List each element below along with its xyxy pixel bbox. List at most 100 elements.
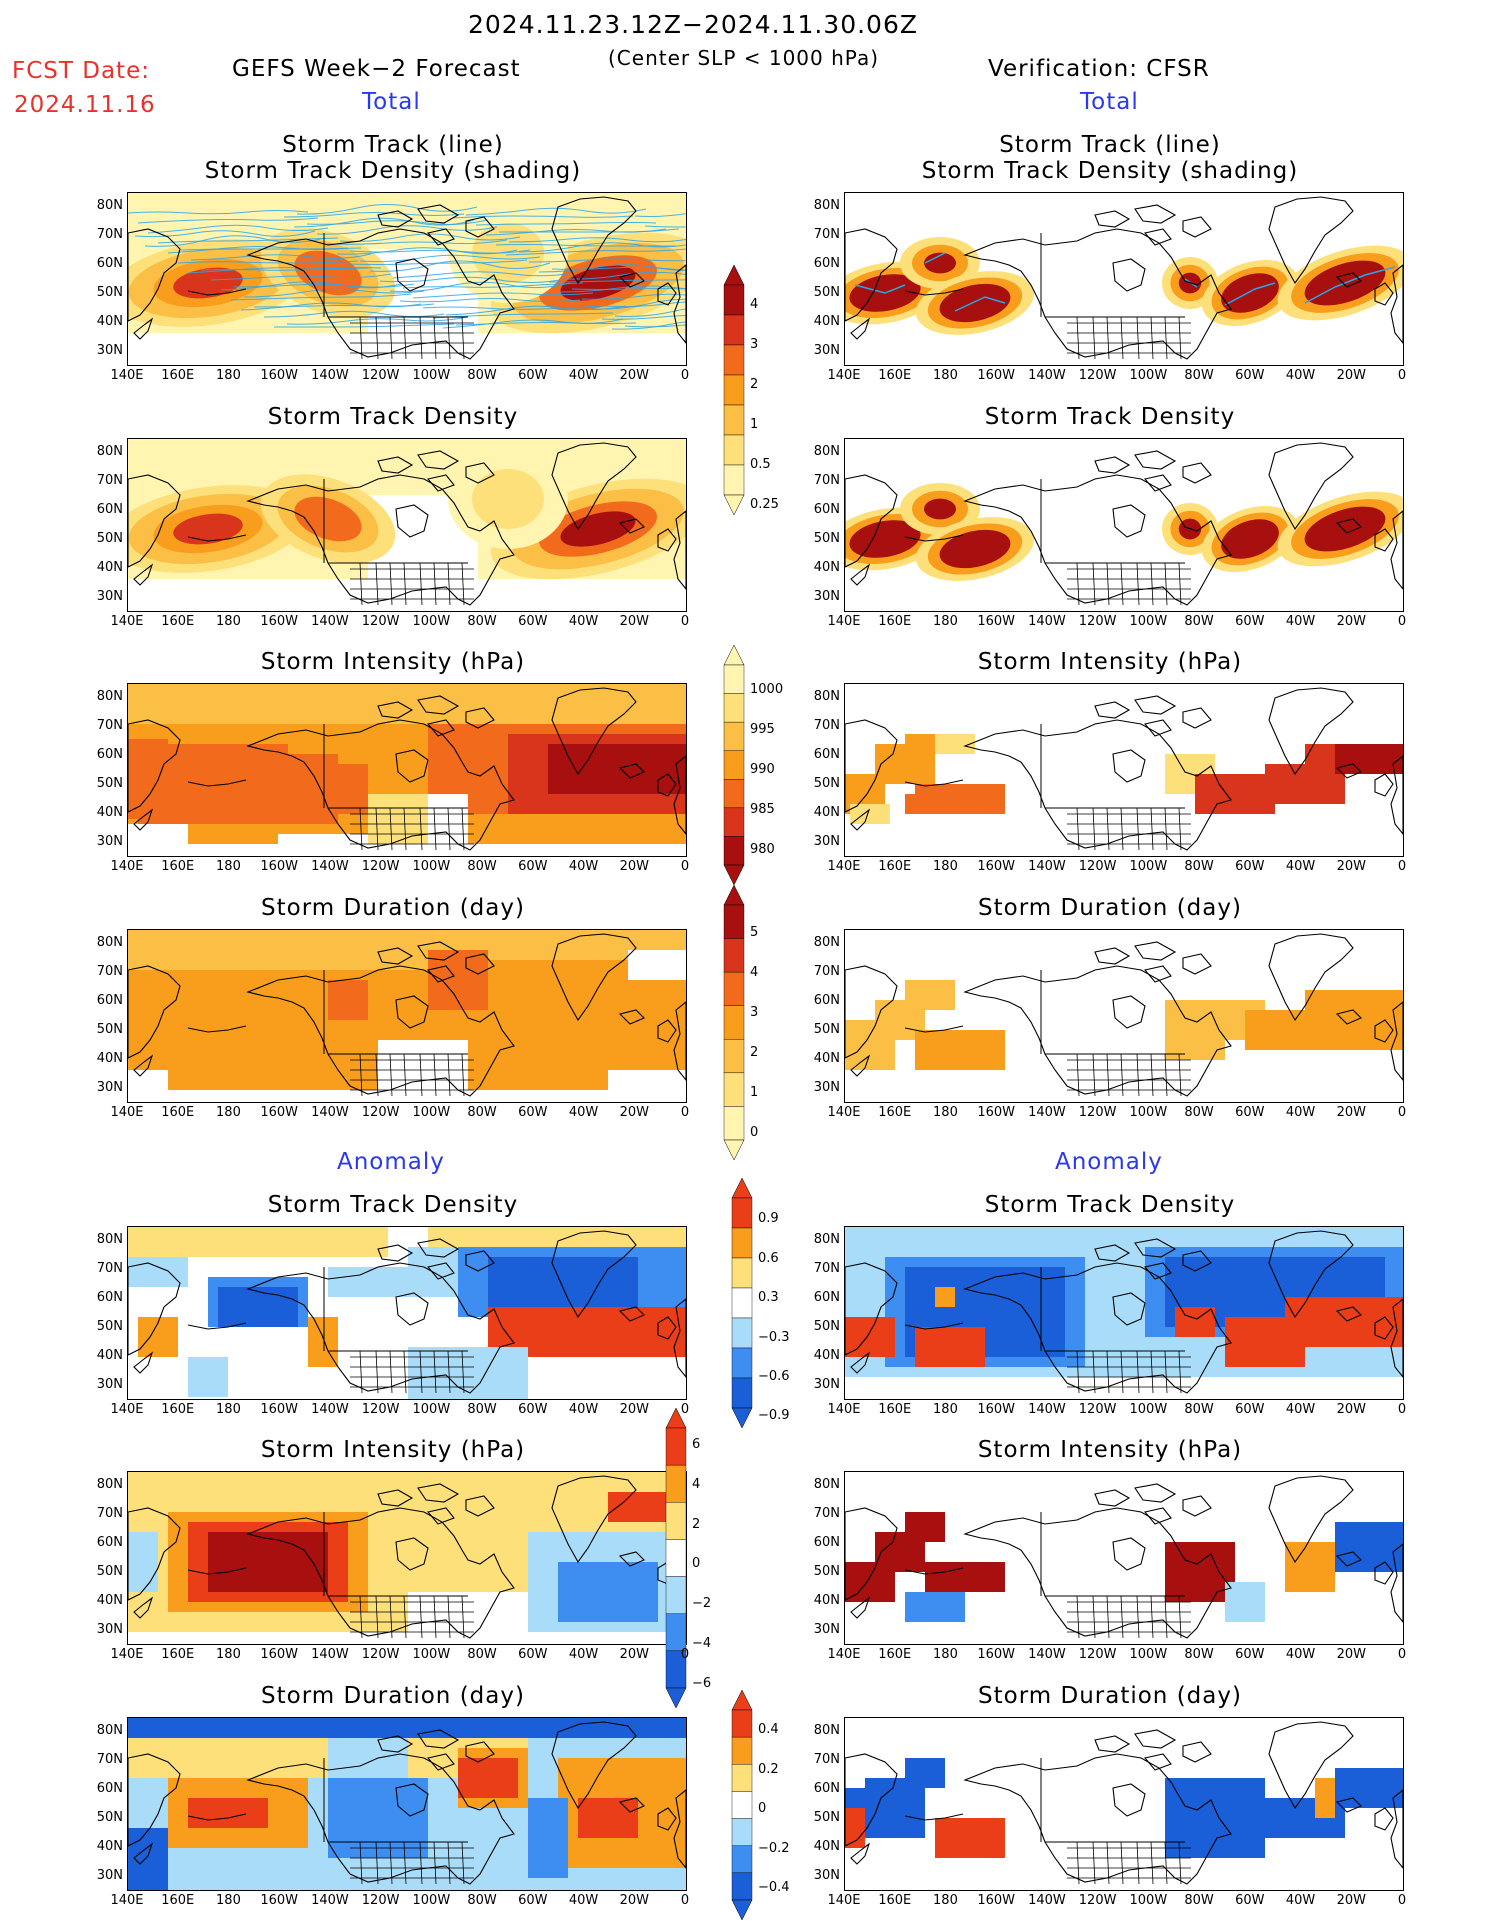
lon-tick-label: 120W [1078,1105,1117,1120]
lon-tick-label: 140W [1028,1402,1066,1417]
map-panel-verification-duration-anomaly [844,1717,1404,1891]
lat-tick-label: 70N [96,227,123,242]
lon-tick-label: 120W [361,1402,400,1417]
lon-tick-label: 80W [1184,614,1214,629]
coastline [128,1721,686,1885]
lon-tick-label: 160E [878,859,912,874]
lat-tick-label: 60N [96,747,123,762]
lon-tick-label: 20W [619,368,649,383]
lon-tick-label: 100W [1129,1893,1168,1908]
lat-tick-label: 70N [813,1261,840,1276]
lon-tick-label: 180 [216,1647,241,1662]
lat-tick-label: 70N [813,964,840,979]
lon-tick-label: 40W [1285,1402,1316,1417]
map-panel-verification-duration [844,929,1404,1103]
lon-tick-label: 160E [161,1647,195,1662]
lon-tick-label: 20W [1336,1402,1366,1417]
lon-tick-label: 120W [361,1893,400,1908]
field-shading [845,1758,1403,1858]
lon-tick-label: 140E [110,1402,144,1417]
lat-tick-label: 60N [813,1290,840,1305]
colorbar-label: 0.5 [750,457,771,472]
lon-tick-label: 20W [619,614,649,629]
lon-tick-label: 160W [260,859,298,874]
colorbar-intensity-anomaly [665,1408,687,1708]
lon-tick-label: 80W [467,1105,497,1120]
lon-tick-label: 0 [680,368,690,383]
coastline [845,442,1403,606]
panel-title: Storm Track Density (shading) [204,158,582,184]
lon-tick-label: 0 [1397,859,1407,874]
colorbar-label: 0 [750,1125,759,1140]
colorbar-label: −4 [692,1636,712,1651]
lon-tick-label: 160W [977,368,1015,383]
colorbar-label: 2 [750,1045,759,1060]
lon-tick-label: 140E [827,1402,861,1417]
lat-tick-label: 70N [813,473,840,488]
colorbar-label: 2 [750,377,759,392]
lon-tick-label: 40W [1285,1105,1316,1120]
map-panel-verification-density [844,438,1404,612]
lon-tick-label: 0 [1397,1647,1407,1662]
lon-tick-label: 120W [1078,1893,1117,1908]
lat-tick-label: 80N [813,1477,840,1492]
lon-tick-label: 80W [1184,1402,1214,1417]
lon-tick-label: 60W [1235,859,1265,874]
lon-tick-label: 40W [568,1402,599,1417]
lat-tick-label: 60N [813,502,840,517]
lat-tick-label: 50N [96,1022,123,1037]
coastline [845,1230,1403,1394]
lat-tick-label: 50N [96,1564,123,1579]
lat-tick-label: 30N [96,1868,123,1883]
lon-tick-label: 160E [161,1105,195,1120]
lon-tick-label: 160E [161,1402,195,1417]
coastline [128,687,686,851]
lat-tick-label: 50N [96,1810,123,1825]
lat-tick-label: 50N [813,1810,840,1825]
lon-tick-label: 160W [260,1402,298,1417]
colorbar-label: 0.2 [758,1762,779,1777]
lat-tick-label: 40N [813,560,840,575]
lon-tick-label: 140E [827,1647,861,1662]
panel-title: Storm Intensity (hPa) [260,1437,526,1463]
field-shading [128,1718,686,1890]
verification-anomaly-label: Anomaly [1055,1149,1163,1175]
colorbar-label: −0.3 [758,1330,790,1345]
lat-tick-label: 40N [813,805,840,820]
lat-tick-label: 50N [813,1022,840,1037]
lat-tick-label: 60N [96,256,123,271]
lon-tick-label: 40W [568,1105,599,1120]
colorbar-label: 0.9 [758,1211,779,1226]
forecast-column-title: GEFS Week−2 Forecast [232,56,521,82]
lon-tick-label: 120W [1078,859,1117,874]
lat-tick-label: 60N [813,747,840,762]
lon-tick-label: 140W [311,368,349,383]
lon-tick-label: 120W [361,368,400,383]
fcst-date-label: FCST Date: [12,58,150,84]
colorbar-label: 0 [758,1801,767,1816]
lon-tick-label: 0 [680,614,690,629]
lon-tick-label: 140W [311,1105,349,1120]
lon-tick-label: 80W [467,859,497,874]
lon-tick-label: 160E [878,1105,912,1120]
lon-tick-label: 180 [933,1402,958,1417]
lat-tick-label: 50N [813,531,840,546]
lon-tick-label: 80W [467,614,497,629]
lon-tick-label: 40W [568,1893,599,1908]
lat-tick-label: 40N [96,1839,123,1854]
lon-tick-label: 0 [1397,614,1407,629]
map-panel-forecast-intensity [127,683,687,857]
lon-tick-label: 140W [1028,614,1066,629]
lon-tick-label: 120W [361,614,400,629]
lon-tick-label: 100W [412,614,451,629]
lon-tick-label: 160E [161,368,195,383]
lon-tick-label: 40W [1285,859,1316,874]
lat-tick-label: 30N [96,1080,123,1095]
lon-tick-label: 140W [1028,859,1066,874]
lat-tick-label: 80N [96,935,123,950]
lon-tick-label: 160E [878,1647,912,1662]
lon-tick-label: 180 [216,859,241,874]
colorbar-density-anomaly [731,1178,753,1428]
lon-tick-label: 140E [110,1893,144,1908]
lat-tick-label: 30N [813,1080,840,1095]
